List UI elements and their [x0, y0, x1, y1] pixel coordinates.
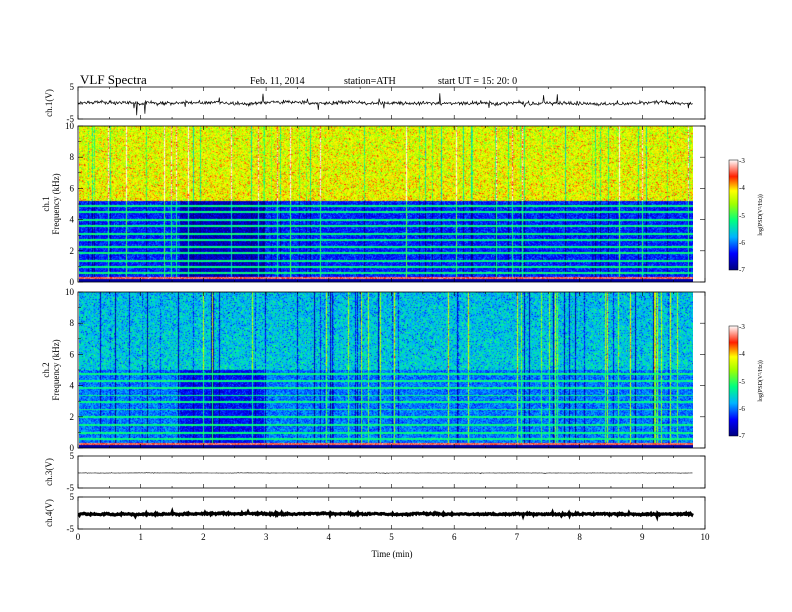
y-tick-label: 6	[70, 183, 75, 193]
y-tick-label: 4	[70, 215, 75, 225]
y-tick-label: -5	[67, 524, 75, 534]
ch3-ylabel: ch.3(V)	[44, 458, 54, 486]
ch2-colorbar-tick: -6	[739, 405, 745, 413]
y-tick-label: 4	[70, 381, 75, 391]
x-tick-label: 7	[515, 532, 520, 542]
ch1-colorbar-gradient	[728, 159, 739, 271]
x-tick-label: 5	[389, 532, 394, 542]
chart-title: VLF Spectra	[80, 72, 147, 87]
x-tick-label: 0	[76, 532, 81, 542]
ch1-colorbar-label: log(PSD(V²/Hz))	[757, 194, 764, 235]
ch4-ylabel: ch.4(V)	[44, 499, 54, 527]
x-axis-label: Time (min)	[372, 549, 413, 559]
y-tick-label: 5	[70, 82, 75, 92]
y-tick-label: 0	[70, 443, 75, 453]
waveform-trace	[77, 93, 693, 116]
ch1-ylabel: ch.1(V)	[44, 89, 54, 117]
y-tick-label: 6	[70, 349, 75, 359]
y-tick-label: 2	[70, 246, 75, 256]
ch1-spectrogram-image	[79, 126, 693, 282]
ch1-colorbar-tick: -7	[739, 266, 745, 274]
y-tick-label: 5	[70, 451, 75, 461]
ch1-colorbar-tick: -5	[739, 212, 745, 220]
ch2-colorbar: -3 -4 -5 -6 -7 log(PSD(V²/Hz))	[728, 323, 764, 440]
y-tick-label: 2	[70, 412, 75, 422]
start-time-label: start UT = 15: 20: 0	[438, 76, 517, 87]
y-tick-label: 0	[70, 277, 75, 287]
waveform-trace	[78, 471, 693, 475]
ch2-colorbar-tick: -4	[739, 350, 745, 358]
x-tick-label: 8	[577, 532, 582, 542]
y-tick-label: -5	[67, 483, 75, 493]
y-tick-label: 10	[65, 121, 75, 131]
x-tick-label: 4	[327, 532, 332, 542]
ch2-colorbar-label: log(PSD(V²/Hz))	[757, 360, 764, 401]
ch2-colorbar-tick: -5	[739, 378, 745, 386]
waveform-trace	[77, 506, 694, 522]
x-tick-label: 3	[264, 532, 269, 542]
ch1-colorbar-tick: -4	[739, 184, 745, 192]
x-tick-label: 1	[138, 532, 143, 542]
date-label: Feb. 11, 2014	[250, 76, 305, 87]
y-tick-label: 5	[70, 492, 75, 502]
x-tick-label: 6	[452, 532, 457, 542]
ch2-colorbar-tick: -7	[739, 432, 745, 440]
ch2-colorbar-gradient	[728, 325, 739, 437]
ch2-spec-channel-label: ch.2	[41, 362, 51, 377]
x-tick-label: 10	[701, 532, 711, 542]
ch3-waveform-frame	[77, 455, 706, 489]
ch1-spec-channel-label: ch.1	[41, 196, 51, 211]
ch1-colorbar-tick: -3	[739, 157, 745, 165]
ch1-colorbar: -3 -4 -5 -6 -7 log(PSD(V²/Hz))	[728, 157, 764, 274]
ch2-spec-ylabel: Frequency (kHz)	[51, 339, 61, 400]
y-tick-label: 8	[70, 152, 75, 162]
ch2-colorbar-tick: -3	[739, 323, 745, 331]
x-tick-label: 2	[201, 532, 206, 542]
ch1-colorbar-tick: -6	[739, 239, 745, 247]
waveform-traces	[77, 93, 694, 522]
ch2-spectrogram-image	[79, 292, 693, 448]
y-tick-label: 8	[70, 318, 75, 328]
x-tick-label: 9	[640, 532, 645, 542]
y-tick-label: 10	[65, 287, 75, 297]
ch1-spec-ylabel: Frequency (kHz)	[51, 173, 61, 234]
station-label: station=ATH	[344, 76, 396, 87]
y-tick-label: -5	[67, 114, 75, 124]
